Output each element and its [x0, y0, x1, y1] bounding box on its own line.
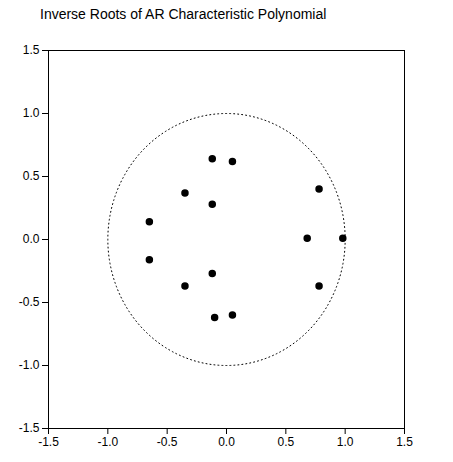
svg-text:0.0: 0.0	[218, 435, 235, 449]
html-text:Inverse Roots of AR Characteri: Inverse Roots of AR Characteristic Polyn…	[40, 6, 327, 22]
svg-text:-1.0: -1.0	[97, 435, 118, 449]
svg-text:0.0: 0.0	[23, 232, 40, 246]
svg-text:1.0: 1.0	[23, 106, 40, 120]
svg-text:1.0: 1.0	[337, 435, 354, 449]
svg-text:-0.5: -0.5	[19, 295, 40, 309]
svg-text:-0.5: -0.5	[157, 435, 178, 449]
svg-text:1.5: 1.5	[396, 435, 413, 449]
svg-text:1.5: 1.5	[23, 43, 40, 57]
svg-text:0.5: 0.5	[23, 169, 40, 183]
svg-text:-1.5: -1.5	[38, 435, 59, 449]
svg-text:-1.0: -1.0	[19, 358, 40, 372]
svg-text:0.5: 0.5	[277, 435, 294, 449]
svg-text:-1.5: -1.5	[19, 421, 40, 435]
